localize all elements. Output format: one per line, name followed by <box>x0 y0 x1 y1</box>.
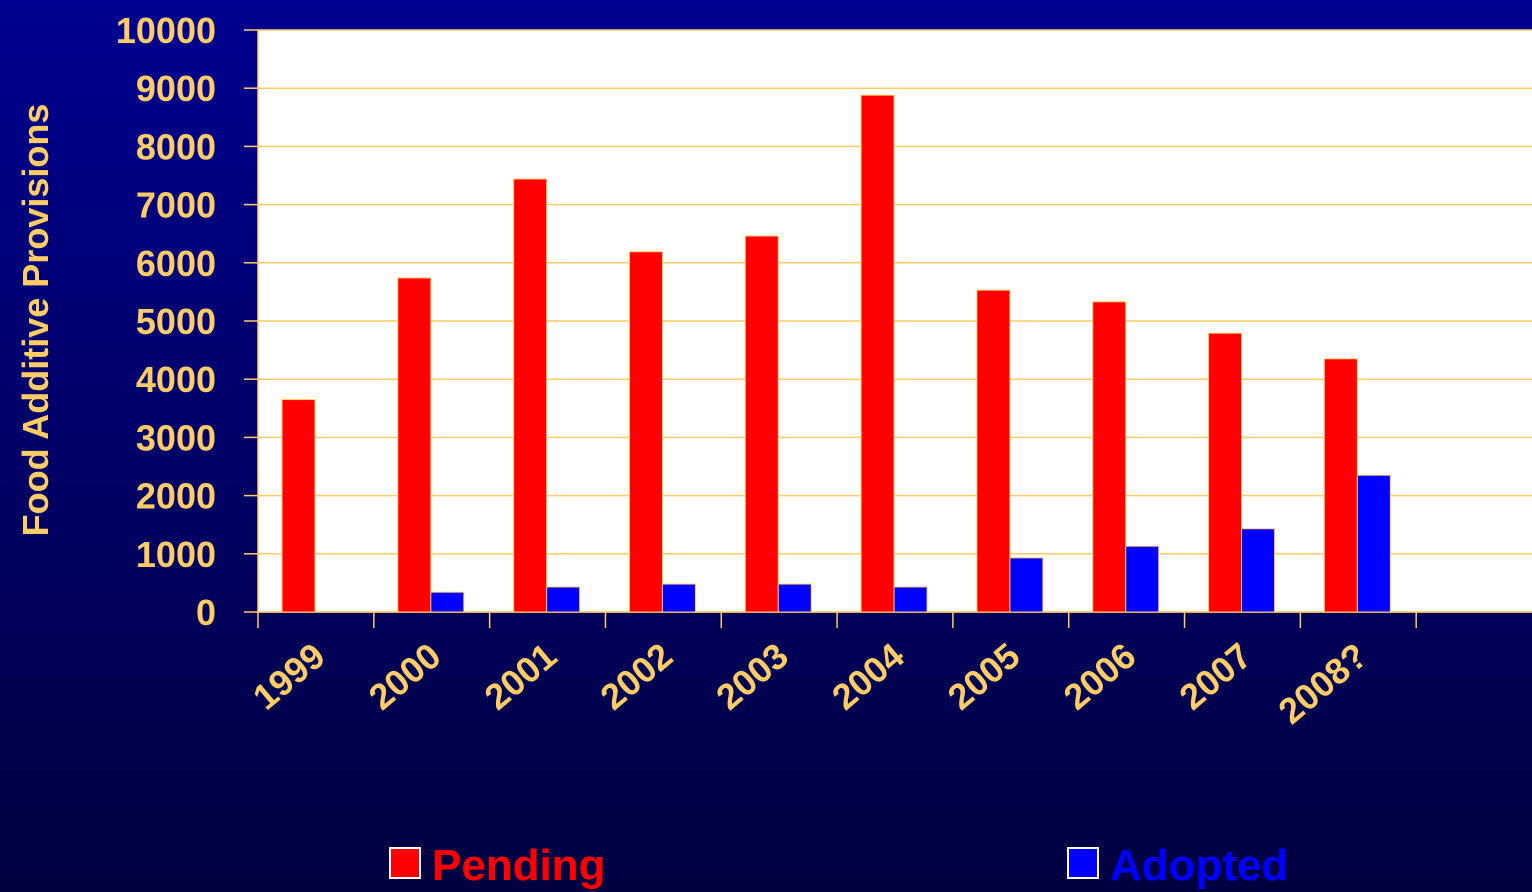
legend-label: Pending <box>432 841 606 890</box>
y-tick-label: 8000 <box>136 126 216 167</box>
y-tick-label: 4000 <box>136 359 216 400</box>
bar <box>976 289 1011 613</box>
bar <box>546 586 581 613</box>
bar <box>1125 545 1160 613</box>
bar <box>1323 358 1358 613</box>
bar <box>1208 332 1243 613</box>
bar <box>860 94 895 613</box>
bar <box>1241 528 1276 613</box>
bar <box>893 586 928 613</box>
y-tick-label: 7000 <box>136 185 216 226</box>
y-tick-label: 2000 <box>136 476 216 517</box>
bar <box>397 277 432 613</box>
bar <box>777 583 812 613</box>
y-tick-label: 0 <box>196 592 216 633</box>
bar <box>661 583 696 613</box>
y-tick-label: 5000 <box>136 301 216 342</box>
legend-label: Adopted <box>1110 841 1288 890</box>
y-tick-label: 1000 <box>136 534 216 575</box>
bar <box>1009 557 1044 613</box>
legend-swatch <box>1067 847 1099 879</box>
bar <box>628 251 663 613</box>
bar <box>744 235 779 613</box>
y-axis-title: Food Additive Provisions <box>15 104 56 537</box>
y-tick-label: 6000 <box>136 243 216 284</box>
bar <box>430 591 465 613</box>
y-tick-label: 3000 <box>136 417 216 458</box>
y-tick-label: 9000 <box>136 68 216 109</box>
legend-swatch <box>389 847 421 879</box>
y-tick-label: 10000 <box>116 10 216 51</box>
bar <box>281 399 316 613</box>
bar <box>1356 474 1391 613</box>
bar <box>513 178 548 613</box>
bar <box>1092 301 1127 613</box>
